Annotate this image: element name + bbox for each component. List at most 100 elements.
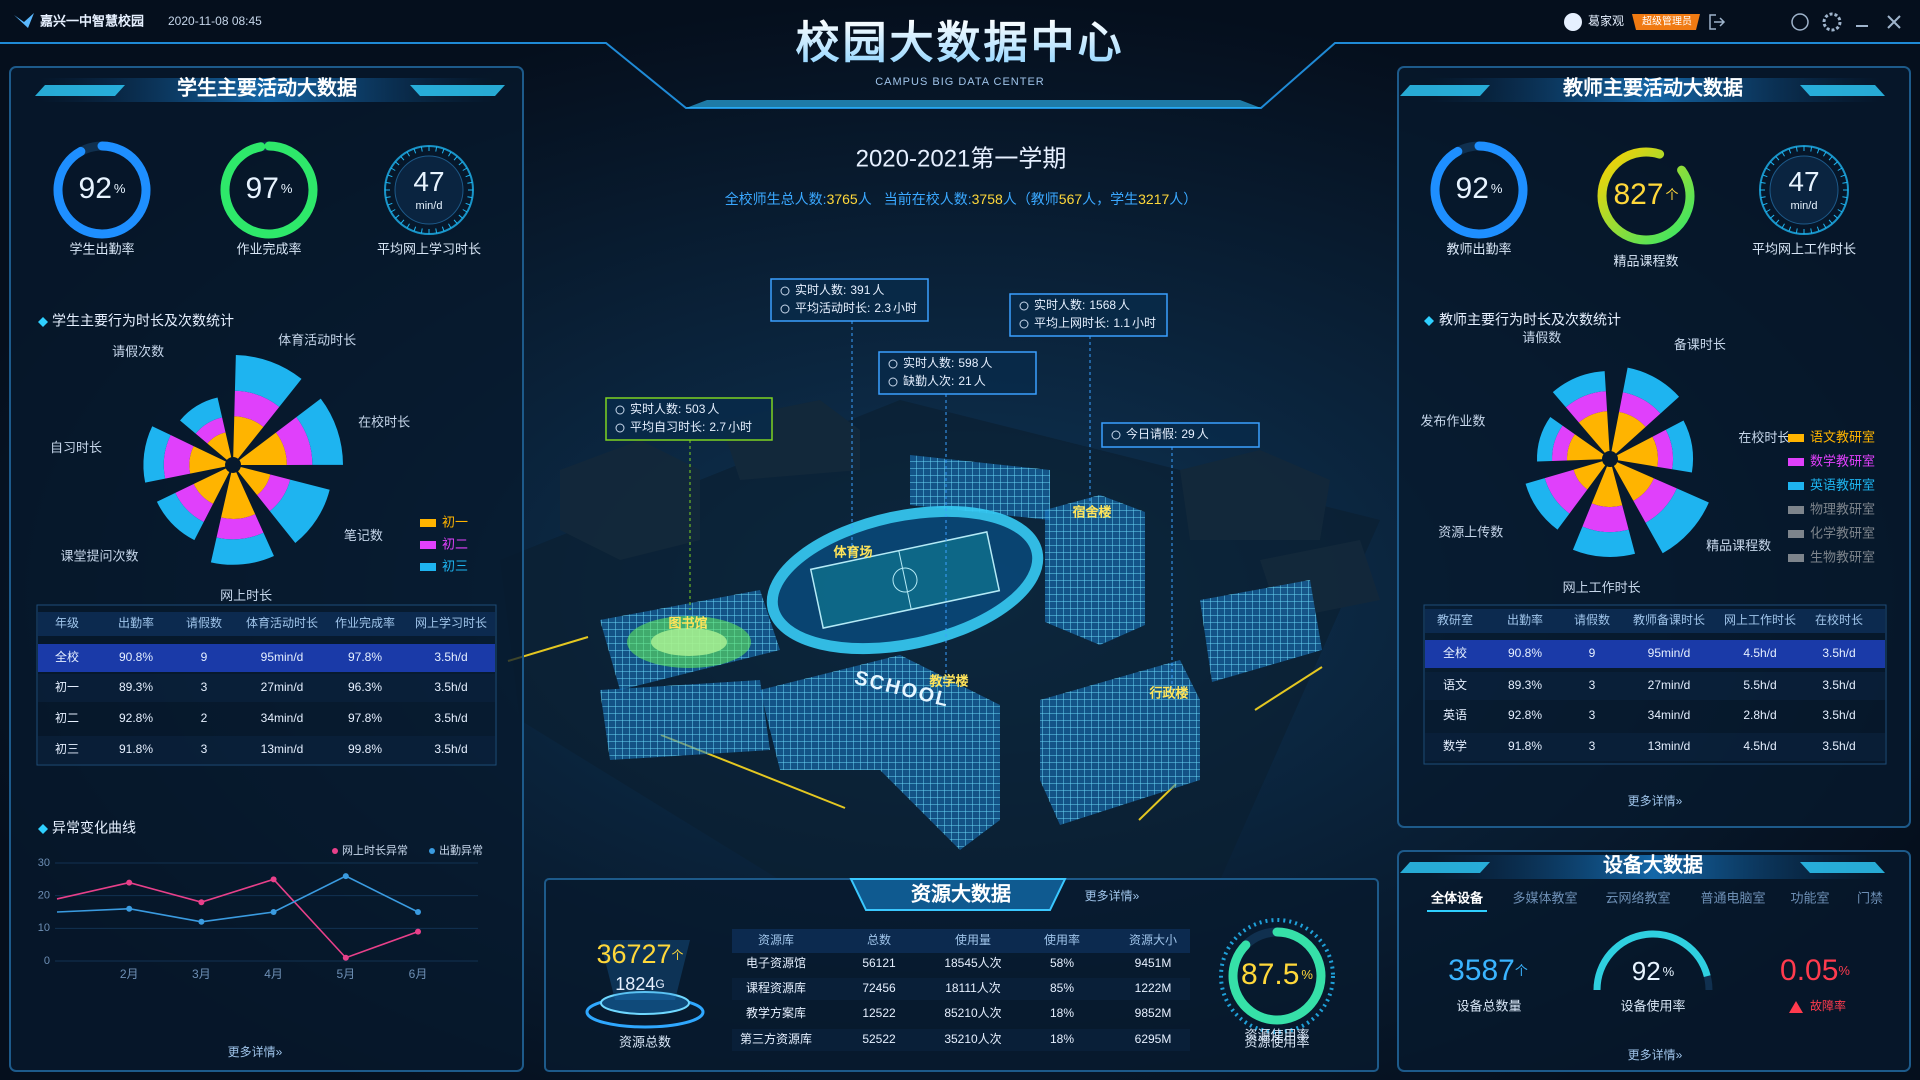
callout-label: 实时人数: <box>630 401 681 416</box>
datetime: 2020-11-08 08:45 <box>168 14 262 28</box>
legend-label[interactable]: 化学教研室 <box>1810 525 1875 540</box>
help-button[interactable] <box>1791 13 1809 31</box>
decoration <box>600 940 690 1000</box>
legend-label[interactable]: 初二 <box>442 536 468 551</box>
more-link[interactable]: 更多详情» <box>228 1044 283 1059</box>
callout-label: 平均上网时长: <box>1034 316 1109 330</box>
dial-tick <box>1781 223 1785 229</box>
device-tab[interactable]: 多媒体教室 <box>1512 890 1577 905</box>
gauge-dots <box>1219 918 1335 1034</box>
section-marker <box>38 824 48 834</box>
table-cell: 18111人次 <box>945 981 1001 995</box>
rose-category-label: 备课时长 <box>1674 337 1726 352</box>
table-cell: 9852M <box>1135 1006 1172 1020</box>
dial-tick <box>1795 146 1798 152</box>
building-label: 教学楼 <box>928 673 968 688</box>
gauge-value: 92% <box>1456 172 1503 205</box>
avatar[interactable] <box>1564 13 1582 31</box>
table-cell: 5.5h/d <box>1743 678 1776 692</box>
line-point <box>270 909 277 915</box>
device-tab[interactable]: 全体设备 <box>1430 890 1484 905</box>
decoration <box>36 604 497 766</box>
gauge-arc <box>1430 141 1528 239</box>
gauge-value: 827 个 <box>1613 178 1678 211</box>
device-tab[interactable]: 云网络教室 <box>1605 890 1670 905</box>
gauge-label: 教师出勤率 <box>1446 241 1511 256</box>
legend-label[interactable]: 初一 <box>442 514 468 529</box>
table-header: 网上学习时长 <box>415 615 487 630</box>
device-tab[interactable]: 门禁 <box>1857 890 1883 905</box>
gauge-number: 827 <box>1613 178 1663 211</box>
rose-petal <box>1617 436 1658 467</box>
dial-tick <box>1765 167 1771 171</box>
resource-icon <box>585 940 705 1029</box>
gauge-arc <box>1228 927 1326 1025</box>
line-series <box>56 878 419 959</box>
decoration <box>651 628 727 656</box>
table-cell: 9 <box>201 650 208 664</box>
more-link[interactable]: 更多详情» <box>1628 1047 1683 1062</box>
rose-petal <box>207 432 232 460</box>
callout-label: 实时人数: <box>903 355 954 370</box>
top-frame-glow <box>686 100 1261 108</box>
gauge-value: 92% <box>1632 956 1675 986</box>
dial-tick <box>1760 181 1766 184</box>
callout-icon <box>780 286 790 296</box>
callout-value: 21 <box>958 374 972 388</box>
rose-category-label: 网上工作时长 <box>1563 580 1641 595</box>
rose-petal <box>175 483 214 523</box>
legend-label[interactable]: 英语教研室 <box>1810 477 1875 492</box>
callout-unit: 人 <box>872 283 884 297</box>
gauge-number: 87.5 <box>1241 958 1299 991</box>
dial-tick <box>1762 202 1768 206</box>
rose-category-label: 请假次数 <box>112 344 164 359</box>
dial-tick <box>400 155 405 161</box>
table-header-bg <box>1425 609 1885 633</box>
callout-icon <box>615 423 625 433</box>
table-cell: 27min/d <box>1648 678 1691 692</box>
table-row-bg <box>38 736 495 764</box>
y-tick-label: 20 <box>38 890 50 902</box>
table-header-bg <box>38 612 495 636</box>
callout-box <box>1009 293 1168 337</box>
x-tick-label: 6月 <box>409 967 428 981</box>
resource-size: 1824G <box>615 974 664 994</box>
close-button[interactable] <box>1887 15 1901 29</box>
legend-label[interactable]: 物理教研室 <box>1810 501 1875 516</box>
settings-button[interactable] <box>1822 12 1842 32</box>
table-header: 总数 <box>867 932 891 947</box>
section-title: 学生主要行为时长及次数统计 <box>52 313 234 329</box>
decoration <box>600 991 690 1015</box>
legend-label[interactable]: 语文教研室 <box>1810 429 1875 444</box>
table-row-highlight <box>1425 640 1885 668</box>
rose-petal <box>216 514 264 540</box>
device-tab[interactable]: 普通电脑室 <box>1700 890 1765 905</box>
resource-size-value: 1824 <box>615 974 655 994</box>
section-title: 异常变化曲线 <box>52 820 136 836</box>
decoration <box>910 455 1050 520</box>
decoration <box>1800 862 1885 873</box>
table-cell: 3 <box>201 680 208 694</box>
logout-button[interactable] <box>1709 14 1726 30</box>
table-row-bg <box>1425 733 1885 761</box>
more-link[interactable]: 更多详情» <box>1085 888 1140 903</box>
rose-petal <box>221 472 256 519</box>
dial-tick <box>385 181 391 184</box>
table-cell: 初二 <box>55 711 79 725</box>
gauge-label: 平均网上学习时长 <box>377 241 481 256</box>
dial-tick <box>462 167 468 171</box>
legend-label[interactable]: 初三 <box>442 558 468 573</box>
table-cell: 85% <box>1050 981 1074 995</box>
more-link[interactable]: 更多详情» <box>1628 793 1683 808</box>
gauge-ring <box>1597 147 1695 245</box>
legend-swatch <box>420 519 436 527</box>
table-cell: 13min/d <box>261 742 304 756</box>
dial-inner <box>1769 155 1839 225</box>
device-total: 3587个 <box>1448 954 1528 987</box>
device-tab[interactable]: 功能室 <box>1790 890 1829 905</box>
table-cell: 教学方案库 <box>746 1005 806 1020</box>
dial-tick <box>1828 219 1833 225</box>
gauge-value: 47 <box>1788 166 1819 197</box>
legend-label[interactable]: 生物教研室 <box>1810 549 1875 564</box>
legend-label[interactable]: 数学教研室 <box>1810 453 1875 468</box>
